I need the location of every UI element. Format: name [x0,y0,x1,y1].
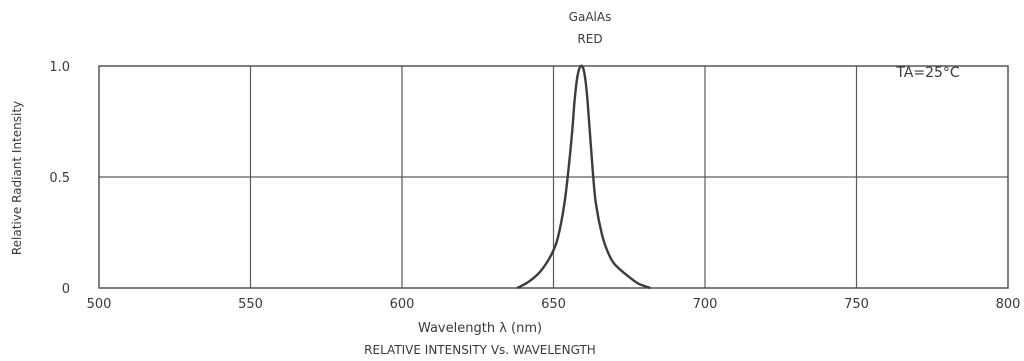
x-tick-label-800: 800 [996,297,1021,312]
y-tick-label-0: 0 [62,282,70,297]
x-tick-label-650: 650 [541,297,566,312]
x-tick-label-500: 500 [87,297,112,312]
x-tick-labels: 500 550 600 650 700 750 800 [87,297,1021,312]
x-tick-label-750: 750 [844,297,869,312]
series-label-line2: RED [577,32,602,46]
x-tick-label-550: 550 [238,297,263,312]
chart-title: RELATIVE INTENSITY Vs. WAVELENGTH [364,343,596,357]
series-line-gaalas-red [516,64,651,290]
y-tick-label-1: 1.0 [49,60,70,75]
x-axis-label: Wavelength λ (nm) [418,321,542,336]
grid-lines [99,66,1008,288]
x-tick-label-700: 700 [693,297,718,312]
y-tick-labels: 0 0.5 1.0 [49,60,70,297]
y-axis-label: Relative Radiant Intensity [10,101,24,255]
condition-annotation: TA=25°C [895,65,960,81]
x-tick-label-600: 600 [390,297,415,312]
plot-frame [98,65,1009,289]
series-label-line1: GaAlAs [569,10,612,24]
y-tick-label-0-5: 0.5 [49,171,70,186]
